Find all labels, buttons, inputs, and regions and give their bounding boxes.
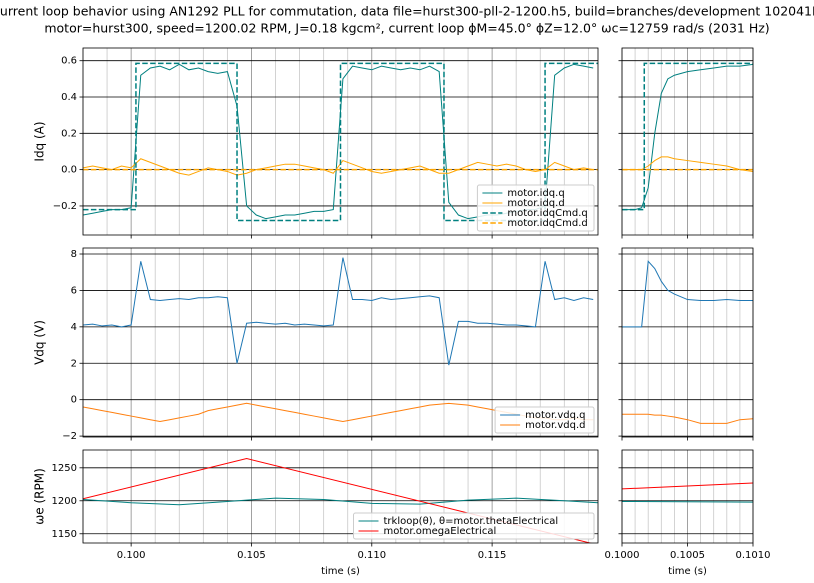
y-axis-label: Vdq (V) (33, 320, 47, 365)
series-line (83, 158, 594, 176)
legend-box (353, 512, 595, 540)
x-axis-label: time (s) (668, 566, 707, 577)
axes-frame (621, 449, 754, 544)
series-line (83, 257, 594, 366)
y-tick-label: 0 (71, 395, 77, 406)
panel: 0.100 0.105 0.110 0.115 1150 1200 1250 ωe (RPM)… (33, 449, 599, 577)
y-tick-label: 1150 (52, 529, 77, 540)
y-tick-label: −0.2 (53, 201, 77, 212)
y-tick-label: 0.4 (61, 92, 77, 103)
y-tick-label: 4 (71, 322, 77, 333)
x-axis-label: time (s) (321, 566, 360, 577)
figure-subtitle: motor=hurst300, speed=1200.02 RPM, J=0.1… (44, 21, 769, 36)
legend-label: motor.idq.q (507, 188, 564, 199)
x-tick-label: 0.1005 (670, 550, 705, 561)
axes-frame (82, 449, 599, 544)
series-line (622, 482, 753, 490)
legend-label: motor.idq.d (507, 198, 564, 209)
legend-label: motor.vdq.d (525, 420, 585, 431)
y-axis-label: Idq (A) (33, 121, 47, 161)
y-tick-label: 0.0 (61, 165, 77, 176)
y-tick-label: −2 (62, 431, 77, 442)
x-tick-label: 0.105 (237, 550, 266, 561)
legend-label: motor.idqCmd.q (507, 208, 587, 219)
y-tick-label: 0.6 (61, 56, 77, 67)
y-axis-label: ωe (RPM) (33, 468, 47, 525)
x-tick-label: 0.1000 (605, 550, 640, 561)
legend-label: motor.idqCmd.d (507, 218, 587, 229)
series-group (622, 482, 753, 503)
axes-frame (621, 47, 754, 236)
legend-label: trkloop(θ), θ=motor.thetaElectrical (384, 516, 559, 527)
axes-frame (621, 247, 754, 438)
series-group (622, 62, 753, 211)
panel: 0.1000 0.1005 0.1010 time (s) (605, 449, 771, 577)
series-line (622, 260, 753, 328)
y-tick-label: 1200 (52, 496, 77, 507)
y-tick-label: 0.2 (61, 128, 77, 139)
panel (618, 47, 754, 239)
x-tick-label: 0.110 (357, 550, 386, 561)
panel (618, 247, 754, 441)
legend-box (494, 406, 595, 434)
figure-title: Current loop behavior using AN1292 PLL f… (0, 4, 814, 19)
series-line (83, 62, 598, 222)
y-tick-label: 6 (71, 285, 77, 296)
series-group (622, 260, 753, 424)
series-line (622, 413, 753, 424)
axes-frame (82, 247, 599, 438)
series-line (622, 63, 753, 211)
legend-label: motor.omegaElectrical (384, 526, 497, 537)
y-tick-label: 2 (71, 358, 77, 369)
x-tick-label: 0.1010 (736, 550, 771, 561)
y-tick-label: 1250 (52, 463, 77, 474)
series-line (83, 497, 598, 506)
series-line (622, 62, 753, 211)
axes-frame (82, 47, 599, 236)
legend-box (476, 184, 595, 232)
series-line (622, 500, 753, 503)
x-tick-label: 0.115 (478, 550, 507, 561)
series-group (83, 257, 594, 423)
y-tick-label: 8 (71, 249, 77, 260)
legend-label: motor.vdq.q (525, 410, 585, 421)
x-tick-label: 0.100 (117, 550, 146, 561)
